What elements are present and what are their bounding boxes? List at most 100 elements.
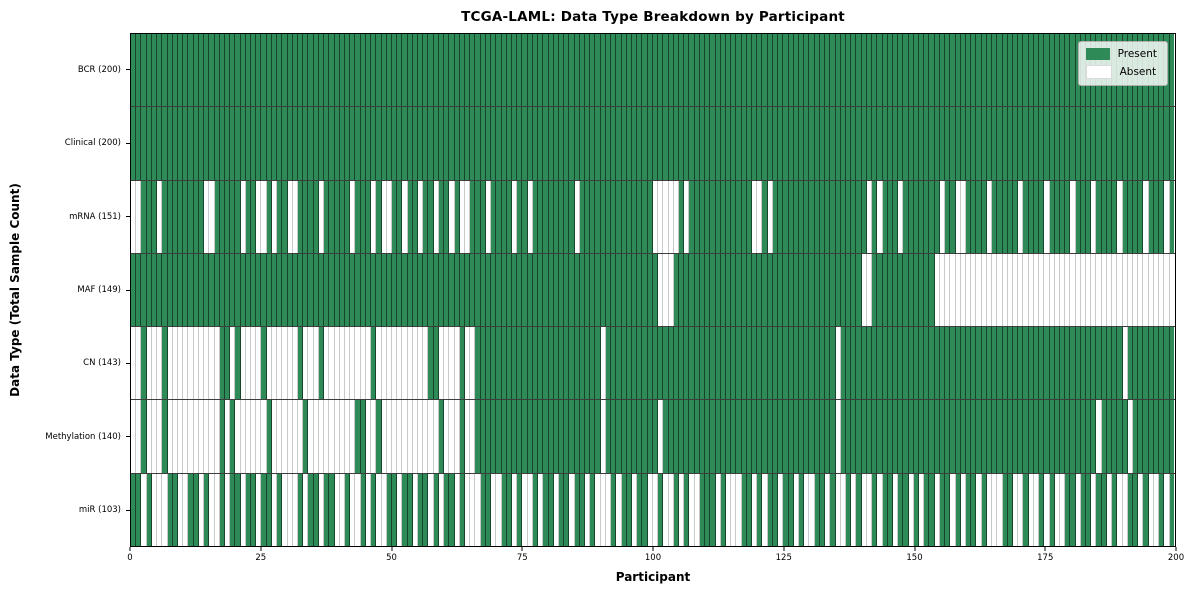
cell-absent xyxy=(376,473,382,546)
cell-present xyxy=(475,327,481,400)
cell-present xyxy=(230,400,236,473)
cell-present xyxy=(548,400,554,473)
cell-absent xyxy=(282,473,288,546)
cell-absent xyxy=(971,253,977,327)
cell-present xyxy=(960,34,966,107)
cell-present xyxy=(851,180,857,253)
cell-present xyxy=(517,34,523,107)
cell-present xyxy=(741,34,747,107)
cell-present xyxy=(261,253,267,327)
cell-present xyxy=(626,473,632,546)
cell-present xyxy=(569,400,575,473)
x-tick-label: 100 xyxy=(644,553,662,563)
y-tick xyxy=(126,216,130,218)
cell-present xyxy=(131,253,137,327)
cell-present xyxy=(1028,327,1034,400)
cell-present xyxy=(689,400,695,473)
cell-present xyxy=(475,34,481,107)
cell-absent xyxy=(658,400,664,473)
cell-present xyxy=(485,473,492,546)
cell-absent xyxy=(527,473,533,546)
cell-absent xyxy=(324,400,330,473)
cell-present xyxy=(919,253,925,327)
cell-present xyxy=(715,34,721,107)
y-tick-label: mRNA (151) xyxy=(69,211,121,222)
cell-present xyxy=(266,400,272,473)
cell-present xyxy=(193,34,199,107)
cell-present xyxy=(355,400,361,473)
cell-present xyxy=(950,107,956,180)
cell-absent xyxy=(950,253,956,327)
cell-absent xyxy=(1033,253,1040,327)
cell-absent xyxy=(736,473,742,546)
cell-present xyxy=(350,107,356,180)
cell-present xyxy=(318,34,325,107)
cell-absent xyxy=(339,473,345,546)
cell-present xyxy=(480,34,486,107)
cell-present xyxy=(444,253,450,327)
cell-absent xyxy=(418,400,424,473)
cell-present xyxy=(1039,180,1045,253)
cell-present xyxy=(632,34,638,107)
y-tick xyxy=(126,362,130,364)
cell-present xyxy=(720,107,726,180)
cell-present xyxy=(694,34,700,107)
cell-present xyxy=(955,327,961,400)
cell-present xyxy=(365,180,372,253)
cell-present xyxy=(172,107,178,180)
cell-present xyxy=(371,327,377,400)
cell-present xyxy=(746,180,753,253)
cell-present xyxy=(1002,180,1008,253)
cell-present xyxy=(830,400,836,473)
cell-present xyxy=(558,253,565,327)
cell-present xyxy=(616,180,622,253)
cell-present xyxy=(595,34,601,107)
cell-present xyxy=(1159,107,1165,180)
cell-absent xyxy=(908,473,914,546)
cell-present xyxy=(412,107,419,180)
cell-present xyxy=(705,107,711,180)
cell-absent xyxy=(386,400,392,473)
cell-present xyxy=(1080,180,1087,253)
cell-present xyxy=(788,327,794,400)
cell-present xyxy=(595,327,601,400)
cell-absent xyxy=(465,327,471,400)
cell-present xyxy=(887,253,893,327)
cell-present xyxy=(626,400,632,473)
cell-present xyxy=(538,327,544,400)
cell-present xyxy=(1059,400,1066,473)
cell-present xyxy=(1153,327,1160,400)
cell-present xyxy=(731,107,737,180)
cell-present xyxy=(407,180,413,253)
cell-present xyxy=(845,107,852,180)
cell-present xyxy=(939,327,946,400)
cell-present xyxy=(929,34,935,107)
cell-present xyxy=(668,327,674,400)
cell-present xyxy=(350,253,356,327)
cell-present xyxy=(1075,400,1081,473)
cell-absent xyxy=(183,473,189,546)
cell-present xyxy=(480,253,486,327)
cell-absent xyxy=(861,253,867,327)
cell-absent xyxy=(1070,253,1076,327)
cell-absent xyxy=(193,327,199,400)
cell-present xyxy=(1148,327,1154,400)
cell-present xyxy=(141,253,147,327)
cell-present xyxy=(804,400,810,473)
cell-present xyxy=(412,253,419,327)
cell-present xyxy=(882,253,888,327)
cell-present xyxy=(235,253,241,327)
cell-absent xyxy=(1065,253,1071,327)
cell-present xyxy=(579,107,586,180)
cell-present xyxy=(162,253,168,327)
cell-present xyxy=(799,400,805,473)
cell-absent xyxy=(423,400,429,473)
cell-present xyxy=(804,253,810,327)
cell-absent xyxy=(1101,253,1107,327)
cell-present xyxy=(752,107,758,180)
cell-absent xyxy=(355,473,361,546)
cell-present xyxy=(1133,327,1139,400)
cell-present xyxy=(517,253,523,327)
cell-present xyxy=(694,400,700,473)
cell-present xyxy=(245,34,252,107)
